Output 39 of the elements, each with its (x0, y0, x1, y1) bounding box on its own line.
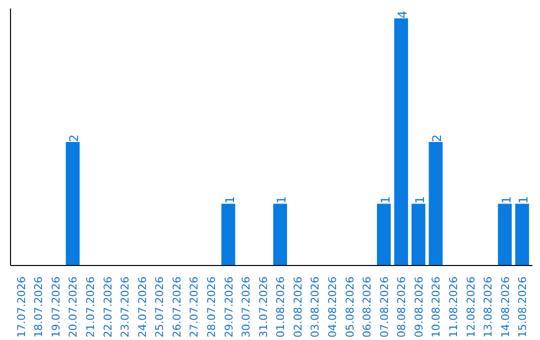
x-tick-label: 01.08.2026 (274, 276, 288, 338)
x-tick-label: 27.07.2026 (188, 276, 201, 338)
x-tick-label: 07.08.2026 (378, 276, 391, 338)
data-label: 2 (67, 134, 82, 142)
x-tick-label: 19.07.2026 (49, 276, 62, 338)
x-tick-label: 06.08.2026 (360, 276, 374, 338)
data-label: 1 (499, 196, 514, 204)
x-tick-label: 17.07.2026 (14, 276, 28, 338)
data-label: 1 (222, 196, 237, 204)
data-label: 2 (430, 134, 444, 142)
x-tick-label: 12.08.2026 (464, 276, 478, 338)
x-tick-label: 21.07.2026 (84, 276, 98, 338)
x-tick-label: 04.08.2026 (326, 276, 339, 338)
x-tick-label: 30.07.2026 (240, 276, 253, 338)
x-tick-label: 18.07.2026 (32, 276, 46, 338)
x-tick-label: 10.08.2026 (430, 276, 443, 338)
x-tick-label: 29.07.2026 (222, 276, 236, 338)
data-label: 1 (412, 196, 427, 204)
x-tick-label: 26.07.2026 (170, 276, 184, 338)
x-tick-label: 03.08.2026 (308, 276, 322, 338)
data-label: 1 (378, 196, 392, 204)
x-tick-label: 08.08.2026 (395, 276, 408, 338)
data-label: 4 (396, 10, 410, 18)
x-tick-label: 11.08.2026 (446, 276, 460, 338)
x-tick-label: 09.08.2026 (412, 276, 426, 338)
x-tick-label: 02.08.2026 (291, 276, 304, 338)
x-tick-label: 14.08.2026 (498, 276, 512, 338)
x-tick-label: 20.07.2026 (66, 276, 80, 338)
x-tick-label: 31.07.2026 (256, 276, 270, 338)
x-tick-label: 15.08.2026 (516, 276, 530, 338)
x-tick-label: 13.08.2026 (482, 276, 495, 338)
data-label: 1 (274, 196, 289, 204)
x-tick-label: 05.08.2026 (343, 276, 356, 338)
data-label: 1 (516, 196, 531, 204)
x-tick-label: 24.07.2026 (136, 276, 149, 338)
x-tick-label: 23.07.2026 (118, 276, 132, 338)
x-tick-label: 25.07.2026 (153, 276, 166, 338)
x-tick-label: 28.07.2026 (205, 276, 218, 338)
x-tick-label: 22.07.2026 (101, 276, 114, 338)
